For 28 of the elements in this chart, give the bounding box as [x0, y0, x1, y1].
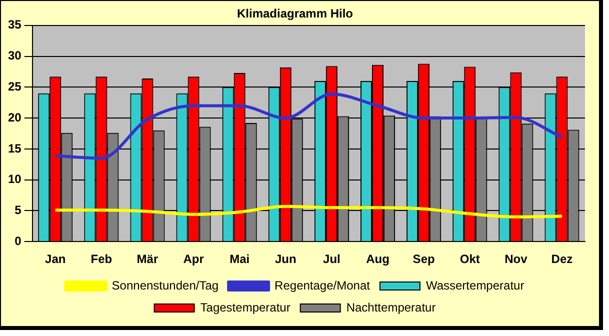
y-tick-label: 20 — [8, 110, 22, 124]
y-tick-label: 25 — [8, 79, 22, 94]
x-tick-label: Mär — [136, 252, 158, 266]
line-series — [54, 204, 564, 218]
y-tick-label: 15 — [8, 141, 22, 156]
x-tick-label: Feb — [90, 252, 112, 266]
x-tick-label: Mai — [230, 252, 250, 266]
chart-title: Klimadiagramm Hilo — [236, 6, 354, 21]
x-tick-label: Jun — [274, 252, 296, 266]
y-tick-label: 5 — [14, 203, 22, 218]
y-tick-label: 35 — [8, 18, 22, 32]
line-series — [54, 92, 564, 160]
legend-label: Wassertemperatur — [426, 278, 524, 292]
x-tick-label: Aug — [366, 252, 390, 266]
x-tick-label: Jul — [323, 252, 340, 266]
legend-label: Tagestemperatur — [200, 300, 290, 314]
x-tick-label: Sep — [412, 252, 435, 266]
y-tick-label: 10 — [8, 172, 22, 186]
x-tick-label: Jan — [45, 252, 66, 266]
y-tick-label: 0 — [14, 234, 22, 248]
y-tick-label: 30 — [8, 48, 22, 63]
legend-label: Sonnenstunden/Tag — [112, 278, 219, 292]
legend-label: Regentage/Monat — [274, 278, 371, 292]
x-tick-label: Okt — [460, 252, 480, 266]
legend-label: Nachttemperatur — [346, 300, 436, 314]
x-tick-label: Dez — [551, 252, 573, 266]
x-tick-label: Apr — [183, 252, 204, 266]
x-tick-label: Nov — [504, 252, 528, 266]
